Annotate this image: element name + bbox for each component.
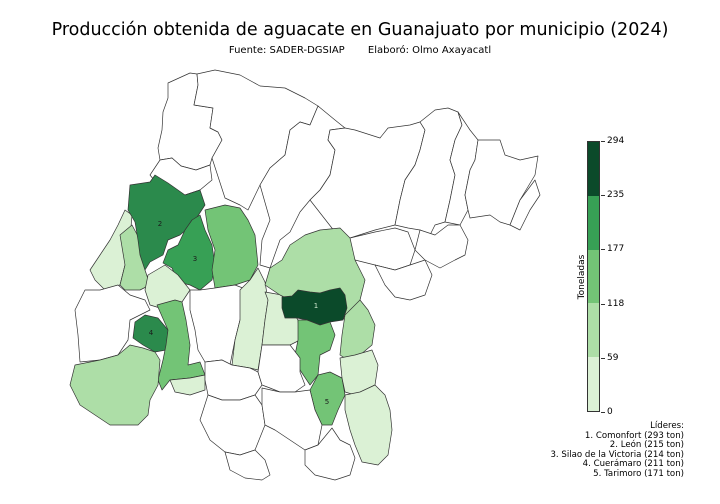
leader-item: 3. Silao de la Victoria (214 ton)	[550, 449, 684, 460]
colorbar-tick: 59	[601, 353, 618, 363]
leaders-legend: Líderes: 1. Comonfort (293 ton) 2. León …	[550, 421, 684, 479]
municipality	[304, 427, 356, 481]
map-label-5: 5	[325, 398, 329, 406]
colorbar-tick: 235	[601, 190, 624, 200]
municipality	[464, 139, 539, 226]
leader-item: 4. Cuerámaro (211 ton)	[582, 459, 684, 469]
municipality	[509, 179, 541, 231]
municipality	[344, 384, 393, 466]
leader-item: 1. Comonfort (293 ton)	[584, 430, 684, 441]
leader-item: 2. León (215 ton)	[609, 440, 684, 450]
municipality-comonfort	[281, 287, 348, 326]
leaders-heading: Líderes:	[650, 421, 684, 431]
colorbar-tick: 118	[601, 299, 624, 309]
municipality	[169, 374, 206, 396]
colorbar-bin-1	[588, 303, 599, 358]
colorbar-label: Toneladas	[577, 254, 587, 300]
chart-subtitle: Fuente: SADER-DGSIAP Elaboró: Olmo Axaya…	[0, 45, 720, 56]
colorbar-tick: 177	[601, 244, 624, 254]
colorbar-bin-4	[588, 142, 599, 196]
municipality	[374, 259, 433, 301]
map-label-4: 4	[149, 329, 154, 337]
colorbar-tick: 0	[601, 407, 613, 417]
map-label-1: 1	[314, 302, 318, 310]
colorbar-bin-0	[588, 357, 599, 411]
colorbar-bin-3	[588, 195, 599, 250]
author-text: Elaboró: Olmo Axayacatl	[367, 45, 492, 56]
municipality	[414, 224, 469, 269]
municipality	[69, 344, 161, 426]
map-label-2: 2	[158, 220, 162, 228]
colorbar	[587, 141, 600, 412]
chart-title: Producción obtenida de aguacate en Guana…	[51, 20, 669, 40]
source-text: Fuente: SADER-DGSIAP	[228, 45, 345, 56]
municipality	[224, 449, 271, 481]
colorbar-tick: 294	[601, 136, 624, 146]
map-label-3: 3	[193, 255, 197, 263]
municipality	[74, 284, 151, 363]
municipality	[339, 299, 376, 361]
municipality	[204, 204, 259, 289]
municipality-leon	[127, 174, 206, 271]
colorbar-bin-2	[588, 249, 599, 304]
leader-item: 5. Tarimoro (171 ton)	[593, 468, 684, 479]
municipality	[199, 394, 266, 456]
municipality	[204, 359, 263, 401]
